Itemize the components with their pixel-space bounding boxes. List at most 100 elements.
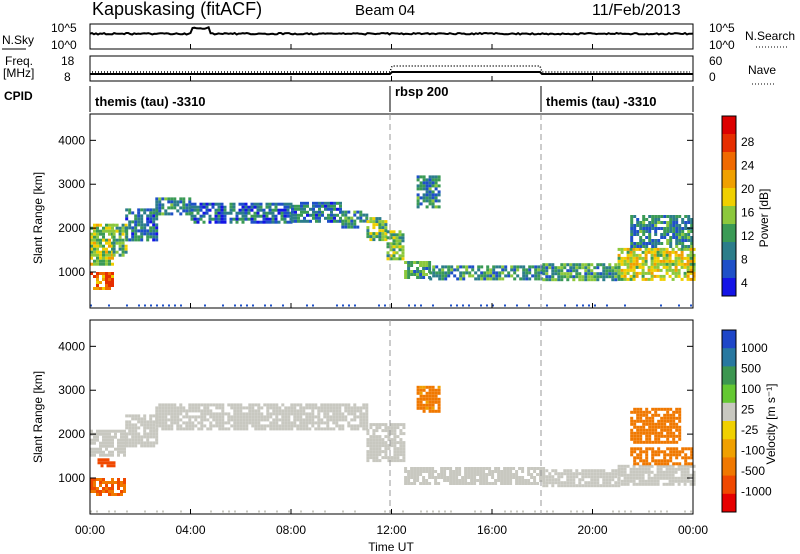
scatter-band [630,215,694,248]
noise-point [654,510,656,513]
noise-point [528,304,530,307]
power-colorbar-tick: 24 [741,159,755,173]
noise-point [126,510,128,513]
noise-point [588,304,590,307]
scatter-band [416,385,441,413]
noise-point [492,304,494,307]
noise-point [180,510,182,513]
noise-point [246,510,248,513]
noise-point [690,304,692,307]
noise-point [432,510,434,513]
noise-point [168,304,170,307]
scatter-band [630,407,682,444]
noise-point [648,510,650,513]
power-colorbar-swatch [722,152,736,171]
scatter-band [155,403,369,431]
x-tick-label: 00:00 [75,523,105,537]
noise-point [156,510,158,513]
nsky-trace [89,25,694,36]
scatter-band [291,201,342,223]
scatter-band [125,208,159,242]
noise-point [432,304,434,307]
noise-point [606,304,608,307]
noise-point [342,510,344,513]
x-tick-label: 00:00 [678,523,708,537]
power-colorbar-swatch [722,224,736,243]
noise-point [456,304,458,307]
velocity-colorbar-tick: -500 [741,464,765,478]
noise-point [258,510,260,513]
y-tick-label: 1000 [58,471,85,485]
noise-point [564,304,566,307]
noise-point [402,510,404,513]
power-colorbar-swatch [722,278,736,297]
x-tick-label: 08:00 [276,523,306,537]
noise-point [660,510,662,513]
noise-point [324,510,326,513]
noise-point [174,304,176,307]
y-tick-label: 2000 [58,221,85,235]
noise-point [420,510,422,513]
scatter-band [125,414,159,448]
nsearch-label: N.Search [745,29,795,43]
velocity-colorbar-tick: -100 [741,444,765,458]
scatter-band [90,223,114,266]
noise-point [306,304,308,307]
noise-point [570,510,572,513]
noise-point [312,304,314,307]
power-y-axis: 1000 2000 3000 4000 [58,133,693,279]
noise-point [90,510,92,513]
noise-point [144,304,146,307]
noise-point [678,304,680,307]
scatter-band [542,263,621,282]
noise-point [474,510,476,513]
velocity-colorbar: 1000 500 100 25 -25 -100 -500 -1000 [721,329,772,513]
y-tick-label: 3000 [58,383,85,397]
power-colorbar-swatch [722,188,736,207]
time-x-axis: 00:00 04:00 08:00 12:00 16:00 20:00 00:00 [75,44,708,537]
noise-point [384,304,386,307]
scatter-band [404,467,546,485]
scatter-band [542,469,621,488]
noise-point [234,510,236,513]
y-tick-label: 4000 [58,133,85,147]
nsky-tick-bottom: 10^0 [51,38,77,52]
noise-point [180,304,182,307]
freq-tick-bottom: 8 [64,70,71,84]
noise-point [90,304,92,307]
power-colorbar-swatch [722,116,736,135]
noise-point [516,304,518,307]
nave-tick-bottom: 0 [709,70,716,84]
scatter-band [341,210,369,229]
velocity-colorbar-tick: 25 [741,403,755,417]
noise-point [414,304,416,307]
scatter-band [155,197,192,216]
freq-unit: [MHz] [3,66,34,80]
scatter-band [190,202,293,224]
freq-label: Freq. [5,54,33,68]
y-tick-label: 4000 [58,339,85,353]
noise-point [504,304,506,307]
x-tick-label: 20:00 [577,523,607,537]
scatter-band [617,464,696,486]
velocity-heatmap [90,385,696,513]
date-title: 11/Feb/2013 [592,2,681,19]
noise-point [204,304,206,307]
scatter-band [90,272,114,290]
beam-title: Beam 04 [355,2,415,19]
power-colorbar-swatch [722,242,736,261]
power-scale-label: Power [dB] [757,189,771,248]
scatter-band [617,247,696,281]
scatter-band [630,447,694,466]
noise-point [516,510,518,513]
noise-point [108,510,110,513]
noise-point [504,510,506,513]
noise-point [240,304,242,307]
noise-point [276,510,278,513]
velocity-colorbar-tick: 1000 [741,341,768,355]
noise-point [378,304,380,307]
noise-point [234,304,236,307]
noise-point [222,510,224,513]
noise-point [156,304,158,307]
velocity-colorbar-swatch [722,384,736,404]
